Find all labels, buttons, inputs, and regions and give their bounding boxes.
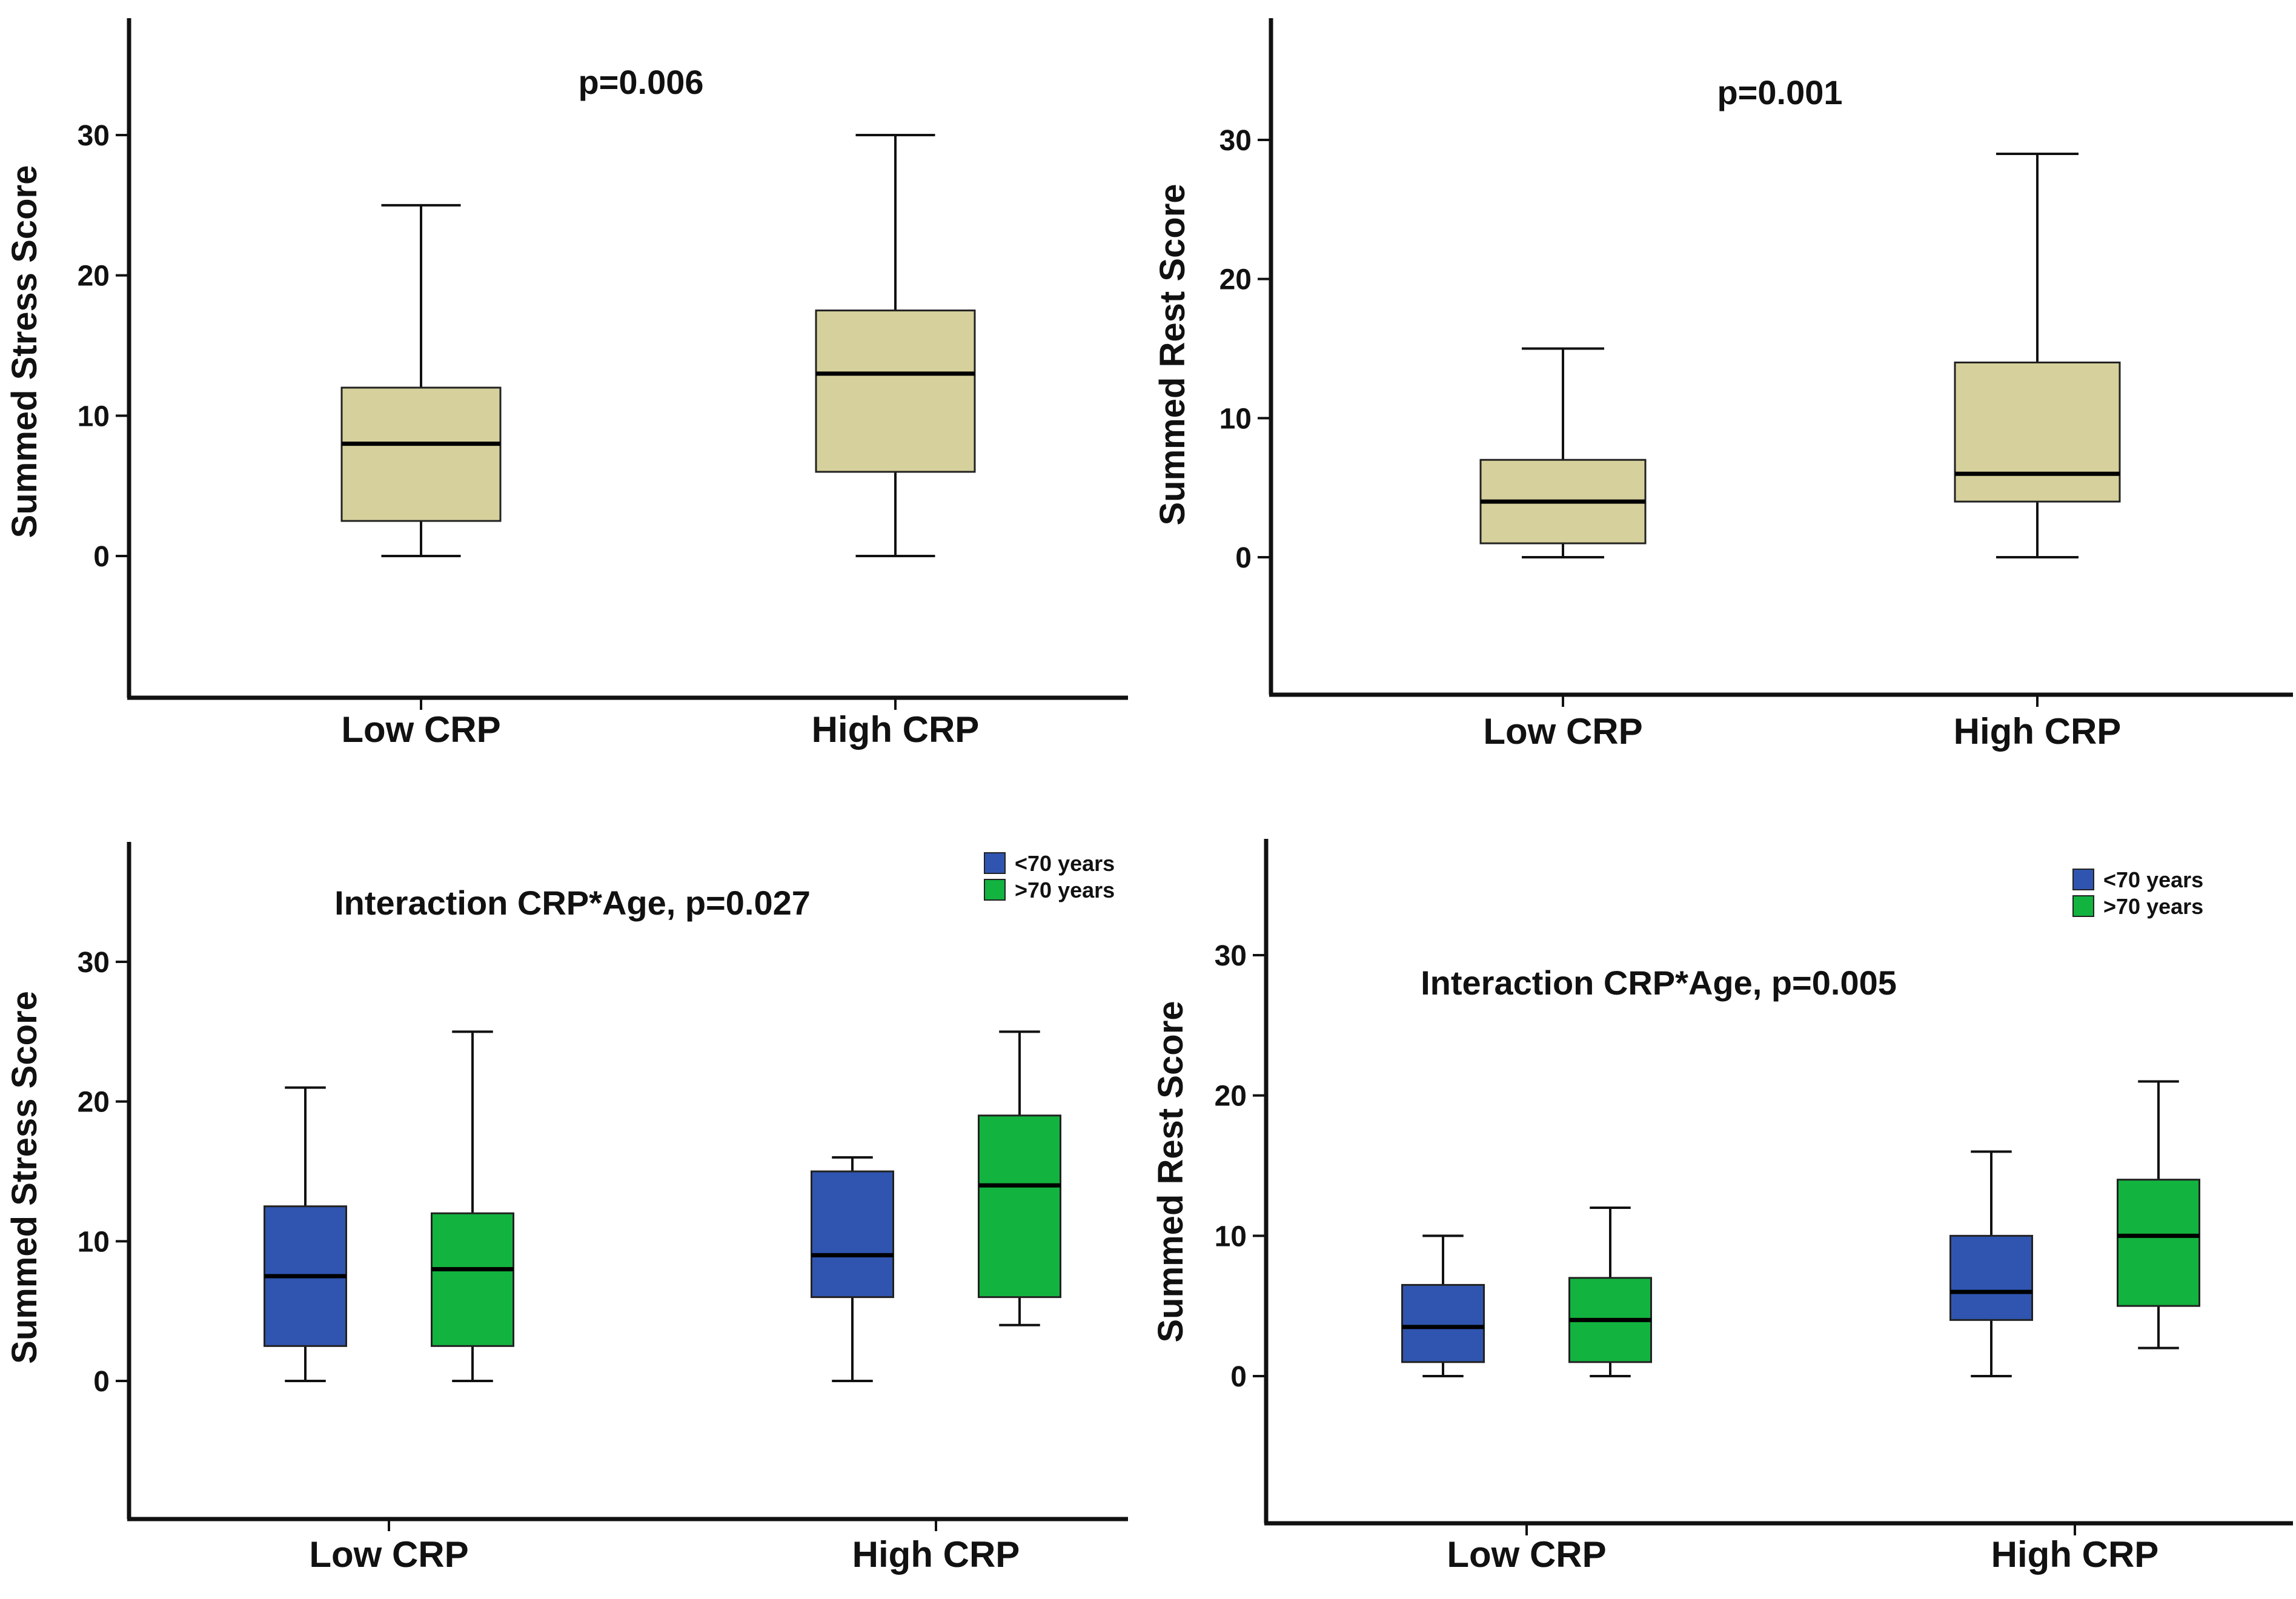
legend-swatch xyxy=(984,879,1006,901)
x-category-label: High CRP xyxy=(1991,1534,2159,1575)
box-70years-0 xyxy=(264,1086,347,1382)
y-tick-label: 0 xyxy=(93,1366,110,1398)
box-all-0 xyxy=(1479,347,1647,558)
y-tick-label: 0 xyxy=(1235,542,1252,574)
x-category-label: High CRP xyxy=(812,709,980,750)
chart-panel-3: 0 10 20 30 Low CRP High CRP Summed Stress Scor… xyxy=(5,842,1128,1575)
box-iqr xyxy=(340,386,502,522)
box-all-1 xyxy=(815,134,976,557)
y-axis-title: Summed Rest Score xyxy=(1151,1001,1190,1342)
y-tick-label: 30 xyxy=(78,947,110,979)
box-iqr xyxy=(815,310,976,473)
x-category-label: Low CRP xyxy=(1483,711,1642,752)
chart-panel-2: 0 10 20 30 Low CRP High CRP Summed Rest Score p… xyxy=(1153,18,2293,752)
legend-swatch xyxy=(2072,869,2094,890)
box-70years-0 xyxy=(1568,1207,1652,1377)
y-tick-label: 10 xyxy=(78,400,110,432)
x-category-label: High CRP xyxy=(1954,711,2122,752)
y-tick-label: 30 xyxy=(1215,940,1247,972)
box-all-0 xyxy=(340,204,502,557)
x-category-label: Low CRP xyxy=(1447,1534,1606,1575)
box-iqr xyxy=(2117,1179,2200,1307)
box-iqr xyxy=(1949,1234,2033,1321)
y-tick-label: 30 xyxy=(78,120,110,152)
box-70years-0 xyxy=(1401,1234,1485,1377)
y-axis-title: Summed Rest Score xyxy=(1153,184,1192,525)
box-70years-1 xyxy=(978,1030,1061,1326)
y-axis-title: Summed Stress Score xyxy=(5,991,44,1364)
y-tick-label: 20 xyxy=(1215,1081,1247,1113)
y-tick-label: 10 xyxy=(1219,403,1252,435)
chart-annotation: Interaction CRP*Age, p=0.005 xyxy=(1421,964,1897,1002)
y-tick-label: 0 xyxy=(93,541,110,573)
y-tick-label: 10 xyxy=(78,1226,110,1258)
y-axis-title: Summed Stress Score xyxy=(5,165,44,538)
chart-panel-1: 0 10 20 30 Low CRP High CRP Summed Stress Scor… xyxy=(5,18,1128,750)
x-category-label: High CRP xyxy=(852,1534,1020,1575)
box-70years-1 xyxy=(811,1156,894,1382)
y-tick-label: 0 xyxy=(1230,1361,1247,1393)
box-70years-1 xyxy=(2117,1080,2200,1349)
box-70years-0 xyxy=(431,1030,514,1382)
y-tick-label: 30 xyxy=(1219,125,1252,157)
box-iqr xyxy=(431,1212,514,1347)
legend-label: <70 years xyxy=(1015,851,1115,876)
chart-annotation: p=0.001 xyxy=(1717,73,1842,111)
box-iqr xyxy=(1401,1283,1485,1363)
x-category-label: Low CRP xyxy=(309,1534,468,1575)
chart-panel-4: 0 10 20 30 Low CRP High CRP Summed Rest Score I… xyxy=(1151,839,2293,1575)
x-category-label: Low CRP xyxy=(341,709,500,750)
box-70years-1 xyxy=(1949,1150,2033,1377)
chart-annotation: p=0.006 xyxy=(578,63,703,101)
legend-swatch xyxy=(984,852,1006,874)
legend-label: >70 years xyxy=(1015,878,1115,902)
y-tick-label: 20 xyxy=(78,1087,110,1119)
y-tick-label: 20 xyxy=(78,260,110,293)
legend-swatch xyxy=(2072,895,2094,917)
y-tick-label: 10 xyxy=(1215,1220,1247,1253)
legend: <70 years>70 years xyxy=(2072,867,2203,919)
box-iqr xyxy=(811,1170,894,1299)
chart-annotation: Interaction CRP*Age, p=0.027 xyxy=(334,884,811,922)
box-iqr xyxy=(978,1114,1061,1299)
legend: <70 years>70 years xyxy=(984,851,1115,902)
legend-label: <70 years xyxy=(2103,867,2203,892)
box-iqr xyxy=(1954,361,2121,503)
y-tick-label: 20 xyxy=(1219,264,1252,296)
box-all-1 xyxy=(1954,152,2121,558)
legend-label: >70 years xyxy=(2103,894,2203,919)
